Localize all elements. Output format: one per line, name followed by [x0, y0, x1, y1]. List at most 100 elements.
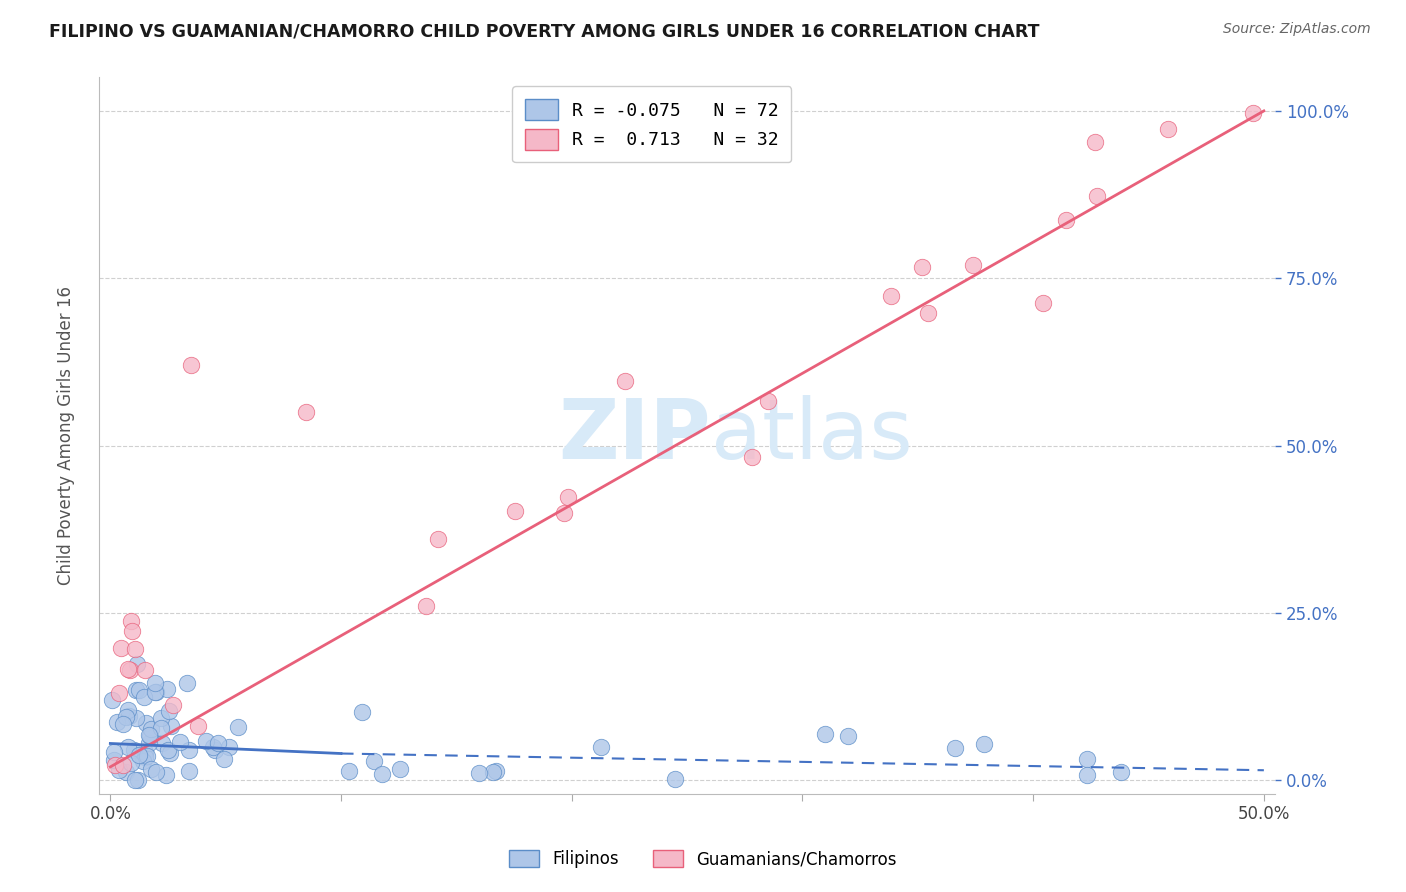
Point	[108, 763, 131, 777]
Point	[482, 764, 505, 779]
Point	[135, 748, 157, 763]
Point	[1032, 296, 1054, 310]
Point	[1054, 213, 1077, 227]
Point	[134, 690, 156, 704]
Point	[145, 685, 167, 699]
Point	[117, 703, 139, 717]
Point	[101, 693, 124, 707]
Point	[503, 504, 526, 518]
Point	[139, 730, 162, 744]
Point	[139, 762, 162, 776]
Point	[1084, 136, 1107, 150]
Text: FILIPINO VS GUAMANIAN/CHAMORRO CHILD POVERTY AMONG GIRLS UNDER 16 CORRELATION CH: FILIPINO VS GUAMANIAN/CHAMORRO CHILD POV…	[49, 22, 1039, 40]
Point	[194, 733, 217, 747]
Point	[117, 739, 139, 754]
Point	[103, 745, 125, 759]
Point	[468, 766, 491, 780]
Point	[177, 764, 200, 778]
Point	[176, 676, 198, 690]
Point	[150, 736, 173, 750]
Point	[134, 663, 156, 677]
Point	[112, 716, 135, 731]
Point	[352, 706, 374, 720]
Point	[204, 743, 226, 757]
Point	[120, 614, 142, 628]
Point	[1076, 768, 1098, 782]
Point	[485, 764, 508, 779]
Point	[138, 736, 160, 750]
Point	[118, 708, 141, 723]
Point	[363, 754, 385, 768]
Point	[134, 746, 156, 760]
Point	[159, 746, 181, 760]
Point	[337, 764, 360, 778]
Point	[121, 624, 143, 638]
Point	[112, 757, 135, 772]
Point	[104, 757, 127, 772]
Point	[415, 599, 437, 614]
Point	[122, 743, 145, 757]
Point	[741, 450, 763, 464]
Point	[880, 289, 903, 303]
Point	[156, 681, 179, 696]
Point	[157, 704, 180, 718]
Point	[226, 720, 249, 734]
Point	[107, 714, 129, 729]
Point	[128, 748, 150, 763]
Point	[138, 728, 160, 742]
Point	[135, 716, 157, 731]
Point	[124, 772, 146, 787]
Point	[155, 768, 177, 782]
Point	[371, 767, 394, 781]
Point	[114, 765, 136, 780]
Point	[156, 742, 179, 756]
Point	[837, 729, 859, 743]
Point	[169, 735, 191, 749]
Point	[1085, 188, 1108, 202]
Point	[118, 663, 141, 677]
Point	[207, 736, 229, 750]
Point	[149, 721, 172, 735]
Text: atlas: atlas	[710, 395, 912, 476]
Point	[664, 772, 686, 787]
Point	[110, 640, 132, 655]
Point	[127, 773, 149, 788]
Point	[557, 490, 579, 504]
Point	[756, 393, 779, 408]
Text: ZIP: ZIP	[558, 395, 710, 476]
Point	[426, 532, 449, 546]
Point	[128, 682, 150, 697]
Text: Source: ZipAtlas.com: Source: ZipAtlas.com	[1223, 22, 1371, 37]
Point	[1156, 121, 1178, 136]
Point	[214, 752, 236, 766]
Point	[1241, 106, 1264, 120]
Point	[1076, 752, 1098, 766]
Point	[159, 719, 181, 733]
Point	[973, 737, 995, 751]
Point	[125, 711, 148, 725]
Point	[145, 765, 167, 780]
Point	[187, 719, 209, 733]
Legend: Filipinos, Guamanians/Chamorros: Filipinos, Guamanians/Chamorros	[503, 843, 903, 875]
Point	[143, 685, 166, 699]
Point	[180, 358, 202, 372]
Y-axis label: Child Poverty Among Girls Under 16: Child Poverty Among Girls Under 16	[58, 286, 75, 585]
Point	[911, 260, 934, 274]
Point	[162, 698, 184, 712]
Point	[125, 683, 148, 698]
Point	[218, 739, 240, 754]
Point	[134, 749, 156, 764]
Point	[132, 754, 155, 768]
Point	[917, 306, 939, 320]
Point	[120, 756, 142, 770]
Point	[1109, 765, 1132, 780]
Point	[124, 642, 146, 657]
Point	[295, 405, 318, 419]
Point	[141, 722, 163, 736]
Point	[127, 657, 149, 672]
Point	[117, 662, 139, 676]
Point	[108, 686, 131, 700]
Legend: R = -0.075   N = 72, R =  0.713   N = 32: R = -0.075 N = 72, R = 0.713 N = 32	[512, 87, 792, 162]
Point	[103, 753, 125, 767]
Point	[179, 743, 201, 757]
